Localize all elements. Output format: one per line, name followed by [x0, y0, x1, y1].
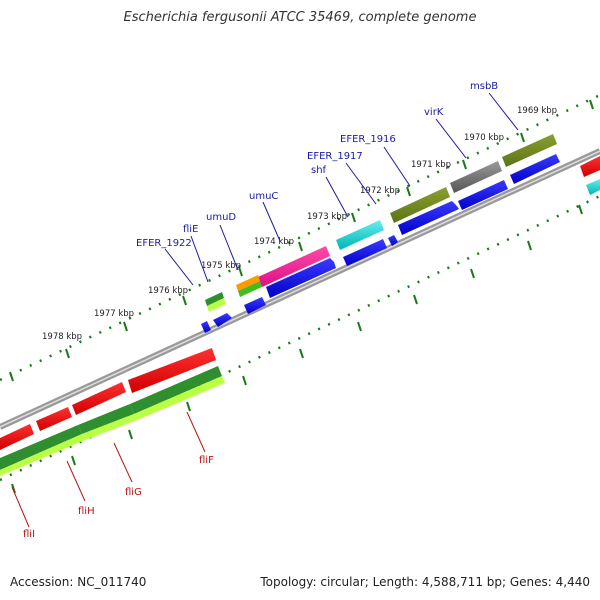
cds-arrow-forward — [213, 313, 232, 327]
tick-label: 1970 kbp — [464, 133, 504, 143]
gene-label-virK: virK — [424, 107, 444, 118]
tick-track-outer — [0, 93, 600, 382]
cds-arrow-forward — [398, 201, 459, 235]
cds-arrow-forward — [244, 297, 266, 314]
gene-label-fliG: fliG — [125, 487, 142, 498]
gene-label-fliH: fliH — [78, 506, 95, 517]
forward-features — [201, 134, 600, 333]
gene-label-umuC: umuC — [249, 191, 278, 202]
tick-label: 1975 kbp — [201, 261, 241, 271]
gene-label-EFER_1916: EFER_1916 — [340, 134, 396, 145]
cds-arrow-forward — [343, 239, 387, 266]
tick-label: 1976 kbp — [148, 286, 188, 296]
gene-label-shf: shf — [311, 165, 327, 176]
cds-feature-umuC — [258, 246, 330, 287]
cds-feature-shf — [336, 220, 384, 250]
major-ticks-inner — [11, 204, 583, 494]
cds-arrow-forward — [458, 180, 508, 210]
cds-feature-umuD — [236, 275, 260, 291]
cds-feature-reverse — [36, 407, 72, 431]
cds-feature-EFER_1916 — [390, 187, 450, 223]
cds-feature-fliF-region — [130, 366, 222, 414]
reverse-features — [0, 348, 225, 476]
tick-label: 1972 kbp — [360, 186, 400, 196]
cds-arrow-forward — [266, 258, 336, 298]
accession-text: Accession: NC_011740 — [10, 575, 147, 589]
label-connectors-bottom — [11, 411, 206, 528]
cds-feature-edge — [580, 156, 600, 177]
gene-label-EFER_1922: EFER_1922 — [136, 238, 192, 249]
gene-label-fliF: fliF — [199, 455, 214, 466]
cds-feature-reverse — [0, 424, 34, 450]
cds-arrow-forward — [388, 235, 398, 246]
cds-arrow-forward — [201, 321, 211, 333]
cds-feature-reverse — [72, 382, 126, 415]
cds-feature-virK — [450, 161, 502, 193]
major-ticks-outer — [9, 99, 594, 382]
gene-label-msbB: msbB — [470, 81, 498, 92]
gene-label-fliE: fliE — [183, 224, 198, 235]
tick-label: 1978 kbp — [42, 332, 82, 342]
gene-label-umuD: umuD — [206, 212, 236, 223]
cds-feature-fliE — [205, 292, 224, 306]
tick-label: 1974 kbp — [254, 237, 294, 247]
gene-label-EFER_1917: EFER_1917 — [307, 151, 363, 162]
tick-label: 1971 kbp — [411, 160, 451, 170]
cds-feature-msbB — [502, 134, 557, 167]
map-title: Escherichia fergusonii ATCC 35469, compl… — [123, 10, 477, 25]
label-connectors-top — [164, 92, 519, 286]
gene-label-fliI: fliI — [23, 529, 35, 540]
cds-feature-reverse — [128, 348, 216, 393]
cds-arrow-forward — [510, 154, 560, 184]
tick-label: 1969 kbp — [517, 106, 557, 116]
cds-feature-fliG-region — [0, 425, 82, 470]
genome-summary: Topology: circular; Length: 4,588,711 bp… — [260, 575, 590, 589]
cds-feature-fliH-region — [78, 404, 134, 434]
cds-feature-edge — [586, 179, 600, 195]
tick-label: 1977 kbp — [94, 309, 134, 319]
tick-label: 1973 kbp — [307, 212, 347, 222]
